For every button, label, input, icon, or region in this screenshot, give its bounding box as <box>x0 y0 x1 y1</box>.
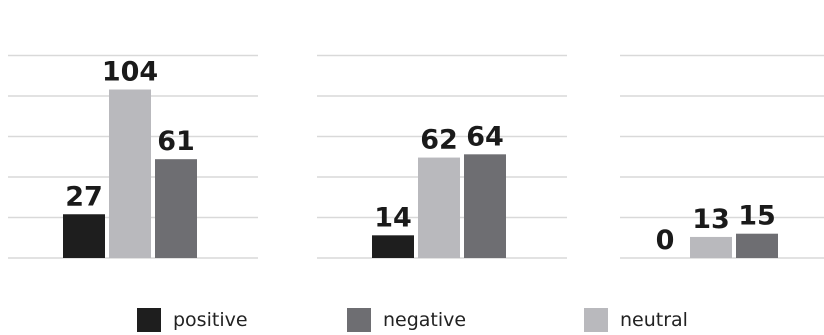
chart-panel-2: 14 62 64 <box>317 54 567 259</box>
bar-negative-group-2 <box>464 154 506 258</box>
bar-negative-group-1 <box>155 159 197 258</box>
legend-item-positive: positive <box>137 306 248 334</box>
bar-negative-group-3 <box>736 233 778 258</box>
data-label-neutral-group-2: 62 <box>420 125 458 156</box>
bar-neutral-group-1 <box>109 89 151 259</box>
legend-item-negative: negative <box>347 306 466 334</box>
data-label-positive-group-3: 0 <box>656 225 675 256</box>
legend-label-neutral: neutral <box>620 309 688 331</box>
data-label-neutral-group-3: 13 <box>692 204 730 235</box>
data-label-negative-group-2: 64 <box>466 121 504 152</box>
bar-positive-group-2 <box>372 235 414 258</box>
bar-neutral-group-2 <box>418 157 460 258</box>
bar-positive-group-1 <box>63 214 105 258</box>
legend-swatch-positive <box>137 308 161 332</box>
data-label-positive-group-2: 14 <box>374 202 412 233</box>
chart-panel-3: 0 13 15 <box>620 54 824 259</box>
chart-panel-1: 27 104 61 <box>8 54 258 259</box>
legend-label-negative: negative <box>383 309 467 331</box>
legend-swatch-neutral <box>584 308 608 332</box>
data-label-positive-group-1: 27 <box>65 181 103 212</box>
legend-swatch-negative <box>347 308 371 332</box>
data-label-negative-group-1: 61 <box>157 126 195 157</box>
data-label-negative-group-3: 15 <box>738 201 776 232</box>
legend-item-neutral: neutral <box>584 306 688 334</box>
bar-neutral-group-3 <box>690 236 732 258</box>
legend-label-positive: positive <box>173 309 248 331</box>
data-label-neutral-group-1: 104 <box>102 57 158 88</box>
